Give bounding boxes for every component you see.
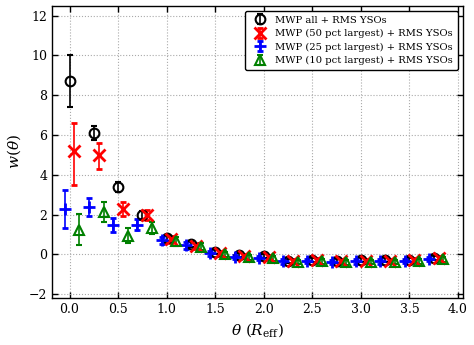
Legend: MWP all + RMS YSOs, MWP (50 pct largest) + RMS YSOs, MWP (25 pct largest) + RMS : MWP all + RMS YSOs, MWP (50 pct largest)… [245,11,458,70]
X-axis label: $\theta$ ($R_{\rm eff}$): $\theta$ ($R_{\rm eff}$) [231,322,284,339]
Y-axis label: $w(\theta)$: $w(\theta)$ [6,135,23,169]
